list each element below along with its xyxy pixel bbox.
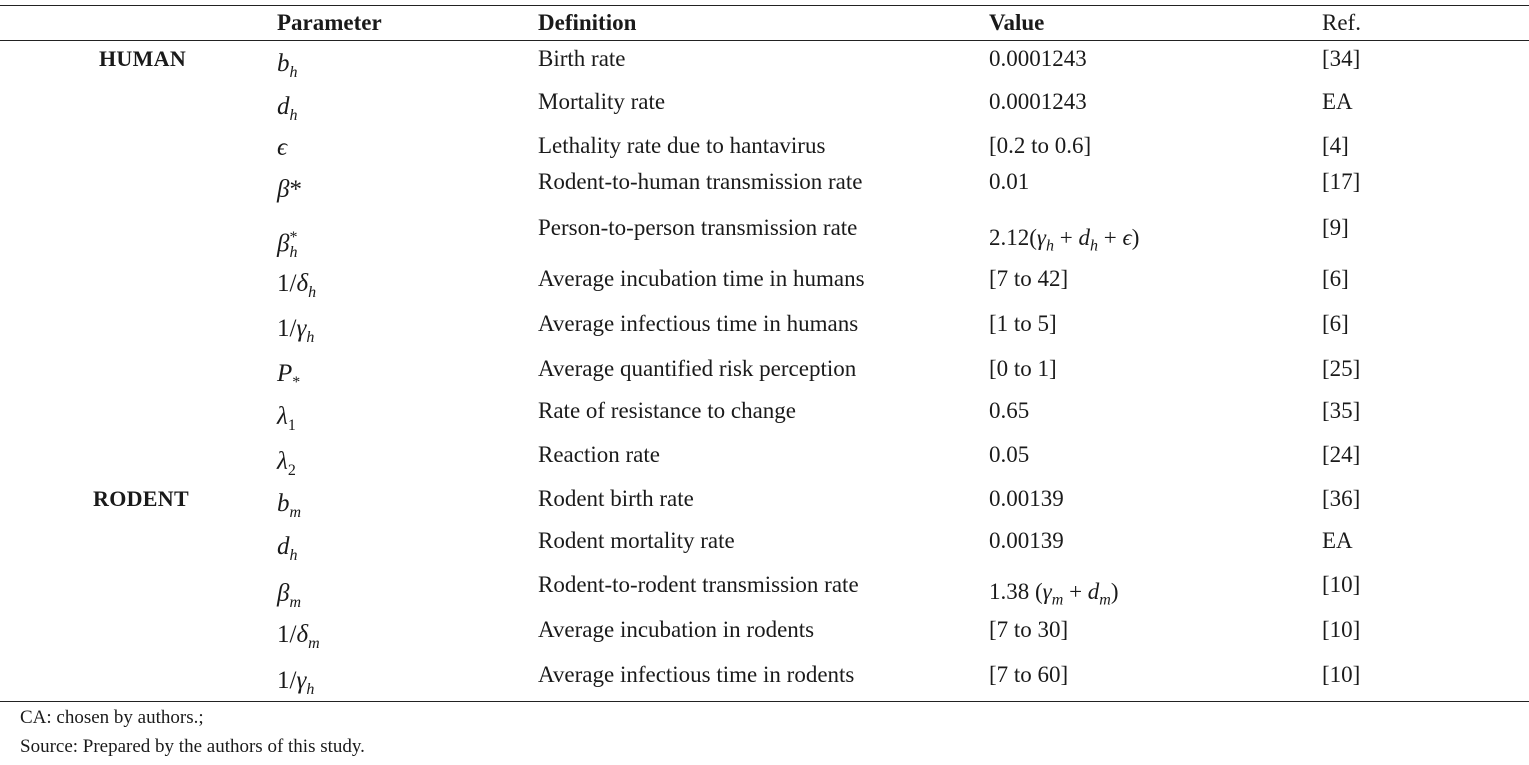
bottom-rule: [0, 701, 1529, 702]
value-cell: [7 to 60]: [989, 662, 1069, 687]
definition-cell: Average incubation time in humans: [538, 266, 865, 291]
value-cell: 0.05: [989, 442, 1030, 467]
definition-cell: Average incubation in rodents: [538, 617, 815, 642]
definition-cell: Birth rate: [538, 46, 626, 71]
definition-cell: Lethality rate due to hantavirus: [538, 133, 826, 158]
definition-cell: Rodent birth rate: [538, 486, 694, 511]
parameter-symbol: 1/γh: [277, 667, 315, 698]
header-definition: Definition: [538, 10, 637, 35]
value-cell: 0.00139: [989, 486, 1064, 511]
ref-cell: [34]: [1322, 46, 1361, 71]
value-cell: [0.2 to 0.6]: [989, 133, 1092, 158]
definition-cell: Average infectious time in rodents: [538, 662, 855, 687]
header-parameter: Parameter: [277, 10, 382, 35]
value-cell: [7 to 30]: [989, 617, 1069, 642]
ref-cell: [10]: [1322, 617, 1361, 642]
ref-cell: [35]: [1322, 398, 1361, 423]
group-label-human: HUMAN: [99, 46, 187, 71]
group-label-rodent: RODENT: [93, 486, 189, 511]
ref-cell: [36]: [1322, 486, 1361, 511]
parameter-symbol: bm: [277, 490, 302, 521]
ref-cell: [25]: [1322, 356, 1361, 381]
ref-cell: [6]: [1322, 311, 1349, 336]
parameter-symbol: dh: [277, 93, 298, 124]
definition-cell: Reaction rate: [538, 442, 660, 467]
definition-cell: Rodent-to-human transmission rate: [538, 169, 863, 194]
ref-cell: [6]: [1322, 266, 1349, 291]
parameter-symbol: 1/δh: [277, 270, 317, 301]
value-cell: 0.0001243: [989, 89, 1087, 114]
value-cell: [7 to 42]: [989, 266, 1069, 291]
ref-cell: [24]: [1322, 442, 1361, 467]
value-cell: [1 to 5]: [989, 311, 1057, 336]
parameter-symbol: β*h: [277, 229, 298, 262]
value-cell: 2.12(γh + dh + ϵ): [989, 225, 1140, 255]
parameter-symbol: ϵ: [277, 134, 288, 161]
parameter-symbol: β*: [277, 176, 302, 203]
definition-cell: Rate of resistance to change: [538, 398, 796, 423]
value-cell: 0.0001243: [989, 46, 1087, 71]
definition-cell: Person-to-person transmission rate: [538, 215, 858, 240]
value-cell: 0.01: [989, 169, 1030, 194]
value-cell: 0.00139: [989, 528, 1064, 553]
ref-cell: [9]: [1322, 215, 1349, 240]
parameter-symbol: βm: [277, 580, 302, 611]
ref-cell: EA: [1322, 528, 1353, 553]
ref-cell: [17]: [1322, 169, 1361, 194]
definition-cell: Rodent mortality rate: [538, 528, 735, 553]
ref-cell: EA: [1322, 89, 1353, 114]
header-ref: Ref.: [1322, 10, 1361, 35]
footnote-abbreviation: CA: chosen by authors.;: [20, 707, 204, 728]
footnote-source: Source: Prepared by the authors of this …: [20, 736, 365, 757]
parameter-symbol: λ1: [277, 403, 296, 434]
parameter-symbol: 1/γh: [277, 315, 315, 346]
definition-cell: Mortality rate: [538, 89, 666, 114]
parameter-symbol: bh: [277, 50, 298, 81]
definition-cell: Average infectious time in humans: [538, 311, 859, 336]
parameter-symbol: P*: [277, 360, 301, 391]
parameter-symbol: 1/δm: [277, 621, 320, 652]
value-cell: 1.38 (γm + dm): [989, 579, 1119, 609]
ref-cell: [10]: [1322, 572, 1361, 597]
header-value: Value: [989, 10, 1045, 35]
value-cell: 0.65: [989, 398, 1030, 423]
value-cell: [0 to 1]: [989, 356, 1057, 381]
parameter-symbol: dh: [277, 533, 298, 564]
ref-cell: [4]: [1322, 133, 1349, 158]
top-rule: [0, 5, 1529, 6]
header-rule: [0, 40, 1529, 41]
parameter-symbol: λ2: [277, 448, 296, 479]
ref-cell: [10]: [1322, 662, 1361, 687]
definition-cell: Rodent-to-rodent transmission rate: [538, 572, 859, 597]
definition-cell: Average quantified risk perception: [538, 356, 857, 381]
